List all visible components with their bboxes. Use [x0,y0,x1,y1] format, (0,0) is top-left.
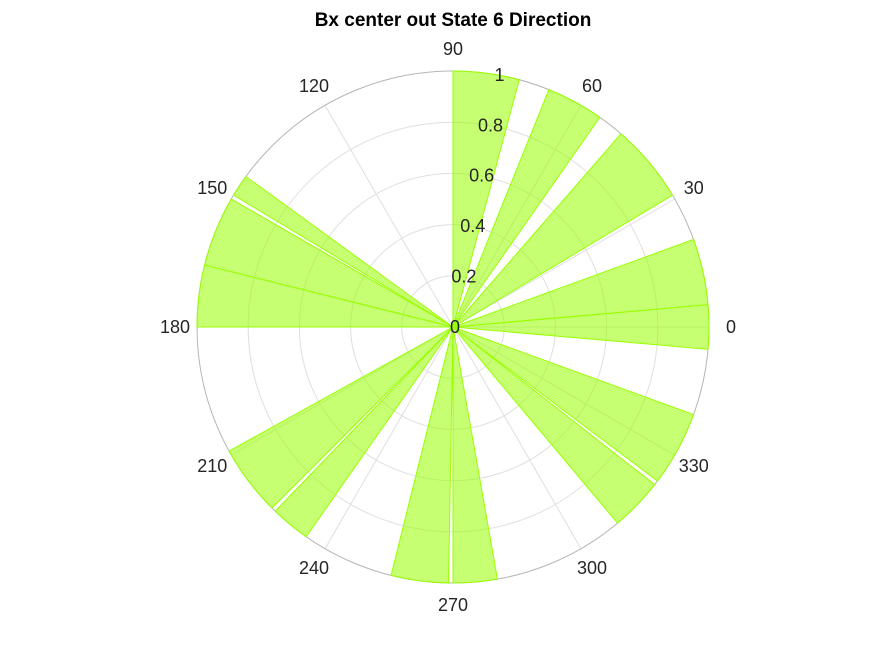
r-tick-label: 0.6 [469,166,494,186]
r-tick-label: 0.8 [478,115,503,135]
theta-tick-label: 180 [160,317,190,337]
r-tick-label: 0.2 [451,267,476,287]
histogram-bar-5 [232,175,454,328]
label-layer: 0 30 60 90 120 150 180 210 240 270 300 330 0 0.2 0.4 0.… [160,39,736,615]
histogram-bar-8 [228,326,454,509]
theta-tick-label: 300 [577,558,607,578]
histogram-bar-12 [452,326,656,524]
histogram-bar-11 [452,326,499,584]
theta-tick-label: 150 [197,178,227,198]
r-tick-label: 1 [494,65,504,85]
theta-tick-label: 60 [582,76,602,96]
bar-layer [196,70,710,584]
theta-tick-label: 90 [443,39,463,59]
histogram-bar-13 [452,326,695,482]
theta-tick-label: 240 [299,558,329,578]
histogram-bar-9 [274,326,454,538]
grid-spoke [324,326,454,549]
theta-tick-label: 120 [299,76,329,96]
r-tick-label: 0 [450,317,460,337]
theta-tick-label: 210 [197,456,227,476]
chart-title: Bx center out State 6 Direction [315,10,592,31]
histogram-bar-10 [390,326,454,584]
r-tick-label: 0.4 [460,216,485,236]
grid-spoke [324,105,454,328]
histogram-bar-4 [452,70,520,328]
theta-tick-label: 0 [726,317,736,337]
histogram-bar-2 [452,133,674,328]
histogram-bar-7 [196,264,454,328]
theta-tick-label: 30 [684,178,704,198]
histogram-bar-3 [452,88,601,328]
grid-spoke [452,198,675,328]
theta-tick-label: 330 [679,456,709,476]
histogram-bar-1 [452,238,709,328]
grid-spoke [452,326,582,549]
theta-tick-label: 270 [438,595,468,615]
